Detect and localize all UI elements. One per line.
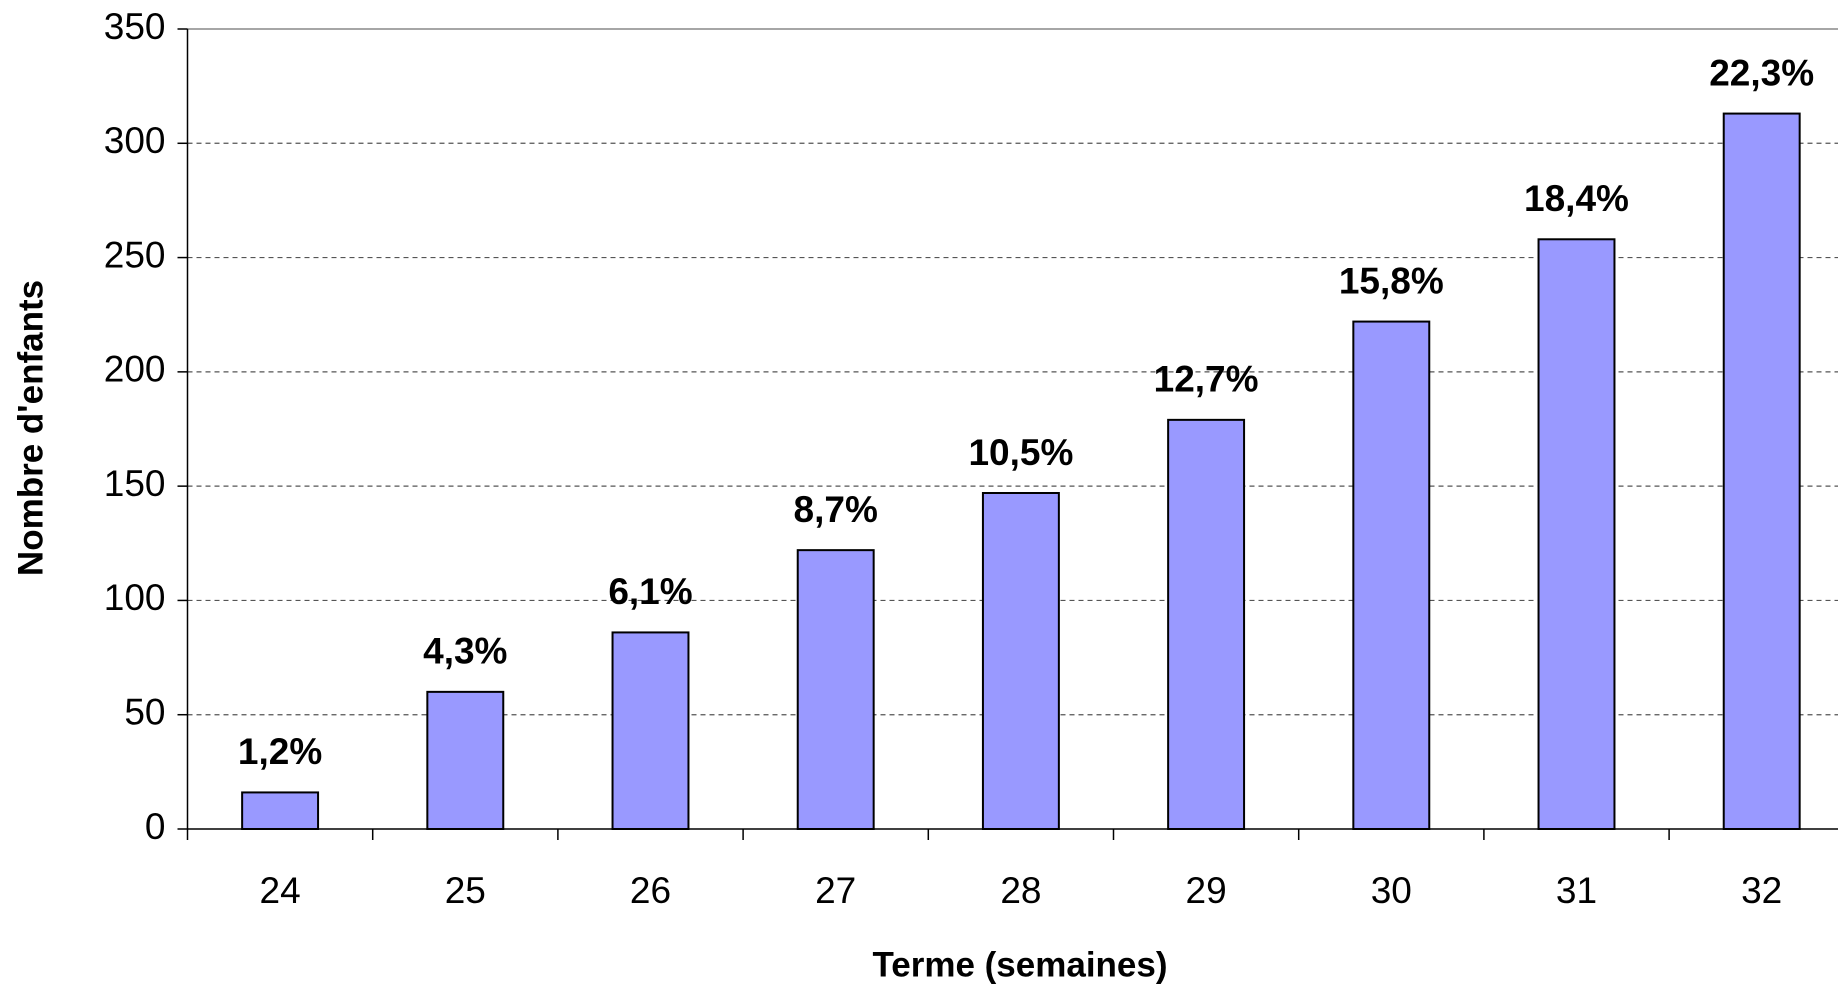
bar — [426, 690, 505, 830]
x-axis-title: Terme (semaines) — [872, 945, 1167, 984]
data-label: 12,7% — [1154, 359, 1259, 400]
data-label: 18,4% — [1524, 178, 1629, 219]
bar — [611, 631, 690, 831]
data-label: 4,3% — [423, 631, 507, 672]
y-tick-label: 100 — [104, 577, 166, 618]
bar — [241, 791, 320, 831]
x-tick-label: 32 — [1741, 870, 1782, 911]
x-tick-label: 28 — [1000, 870, 1041, 911]
x-tick-label: 31 — [1556, 870, 1597, 911]
y-tick-label: 350 — [104, 6, 166, 47]
data-label: 10,5% — [968, 432, 1073, 473]
y-tick-label: 50 — [124, 691, 165, 732]
bar — [796, 549, 875, 831]
bar — [1352, 320, 1431, 830]
x-tick-label: 24 — [260, 870, 301, 911]
data-label: 15,8% — [1339, 260, 1444, 301]
bar — [1722, 112, 1801, 831]
bar — [981, 492, 1060, 830]
x-tick-label: 30 — [1371, 870, 1412, 911]
x-tick-label: 29 — [1186, 870, 1227, 911]
y-axis-title: Nombre d'enfants — [11, 280, 50, 576]
y-tick-label: 200 — [104, 349, 166, 390]
y-tick-label: 250 — [104, 234, 166, 275]
data-label: 22,3% — [1709, 52, 1814, 93]
y-tick-label: 300 — [104, 120, 166, 161]
data-label: 1,2% — [238, 731, 322, 772]
bar — [1537, 238, 1616, 831]
data-label: 8,7% — [794, 489, 878, 530]
x-tick-label: 26 — [630, 870, 671, 911]
data-label: 6,1% — [608, 571, 692, 612]
x-tick-label: 25 — [445, 870, 486, 911]
bar — [1167, 418, 1246, 830]
x-tick-label: 27 — [815, 870, 856, 911]
y-tick-label: 0 — [145, 806, 166, 847]
y-tick-label: 150 — [104, 463, 166, 504]
